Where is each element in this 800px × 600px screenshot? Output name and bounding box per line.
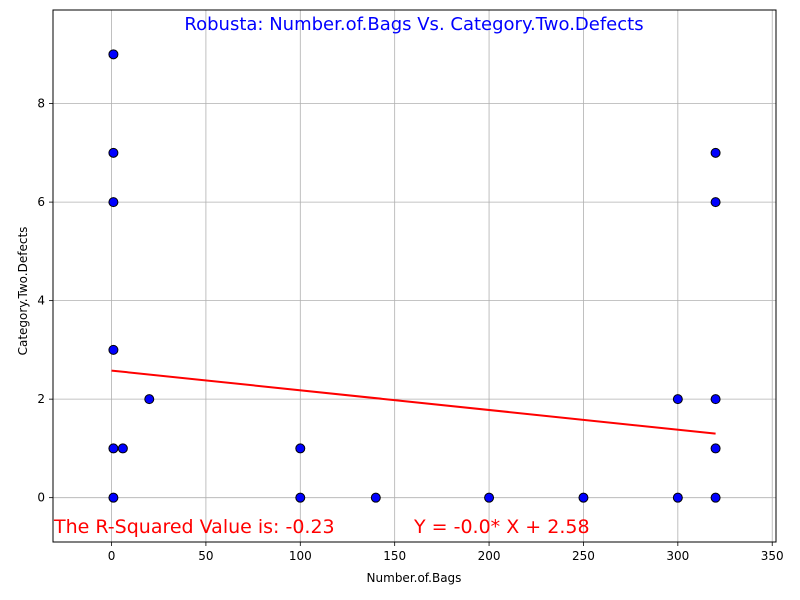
scatter-point — [710, 147, 721, 158]
scatter-point — [295, 492, 306, 503]
scatter-point — [108, 443, 119, 454]
x-tick-label: 100 — [289, 549, 312, 563]
grid-lines — [53, 10, 776, 542]
y-tick-label: 4 — [37, 294, 45, 308]
scatter-point — [710, 443, 721, 454]
x-tick-label: 150 — [383, 549, 406, 563]
regression-equation-annotation: Y = -0.0* X + 2.58 — [413, 516, 590, 538]
y-axis-label: Category.Two.Defects — [16, 227, 30, 356]
scatter-point — [108, 197, 119, 208]
y-axis-ticks: 0 2 4 6 8 — [37, 97, 53, 505]
x-tick-label: 300 — [666, 549, 689, 563]
x-tick-label: 200 — [478, 549, 501, 563]
scatter-point — [108, 147, 119, 158]
scatter-point — [578, 492, 589, 503]
scatter-point — [710, 492, 721, 503]
plot-frame — [52, 9, 777, 543]
scatter-point — [672, 492, 683, 503]
scatter-point — [108, 492, 119, 503]
y-tick-label: 8 — [37, 97, 45, 111]
x-tick-label: 0 — [108, 549, 116, 563]
x-axis-ticks: 0 50 100 150 200 250 300 350 — [108, 542, 784, 563]
x-tick-label: 250 — [572, 549, 595, 563]
scatter-point — [672, 394, 683, 405]
x-tick-label: 350 — [761, 549, 784, 563]
scatter-point — [295, 443, 306, 454]
scatter-point — [370, 492, 381, 503]
y-tick-label: 2 — [37, 392, 45, 406]
scatter-point — [108, 49, 119, 60]
y-tick-label: 6 — [37, 195, 45, 209]
scatter-point — [710, 197, 721, 208]
y-tick-label: 0 — [37, 491, 45, 505]
chart-title: Robusta: Number.of.Bags Vs. Category.Two… — [184, 14, 643, 35]
r-squared-annotation: The R-Squared Value is: -0.23 — [53, 516, 335, 538]
data-points — [108, 49, 721, 503]
regression-line-group — [111, 369, 716, 435]
scatter-point — [117, 443, 128, 454]
regression-line — [111, 369, 716, 435]
scatter-point — [108, 344, 119, 355]
x-axis-label: Number.of.Bags — [367, 571, 462, 585]
scatter-point — [484, 492, 495, 503]
scatter-point — [710, 394, 721, 405]
x-tick-label: 50 — [198, 549, 213, 563]
scatter-point — [144, 394, 155, 405]
